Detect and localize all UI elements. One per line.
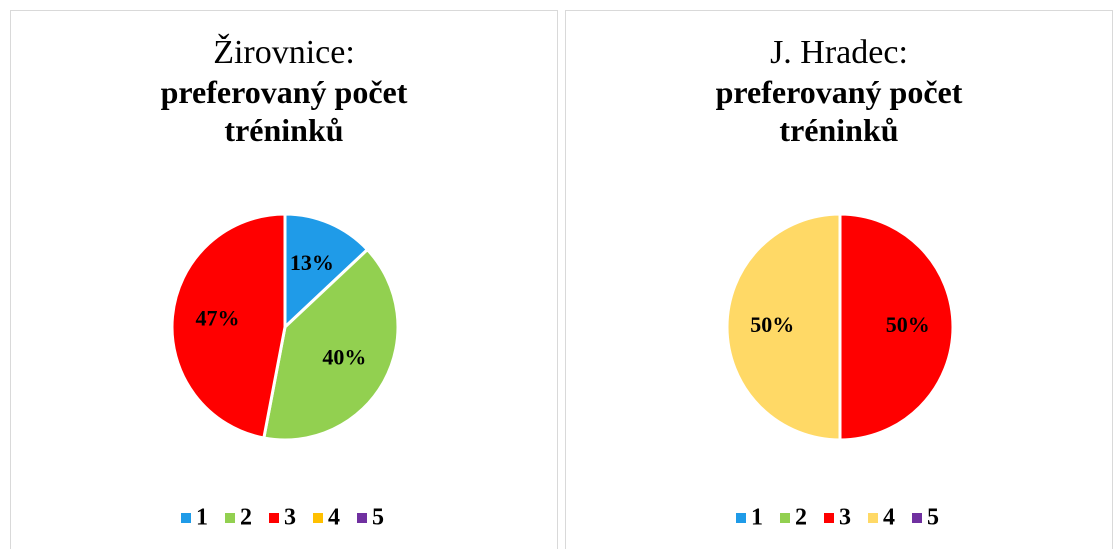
legend-label: 4 xyxy=(883,505,895,531)
legend-swatch xyxy=(313,513,323,523)
chart-title: J. Hradec: xyxy=(770,34,908,71)
data-label: 50% xyxy=(886,312,930,337)
legend-swatch xyxy=(736,513,746,523)
data-label: 47% xyxy=(196,306,240,331)
legend-swatch xyxy=(225,513,235,523)
pie-slice xyxy=(170,212,287,440)
chart-heading: J. Hradec: preferovaný počet tréninků xyxy=(566,33,1112,149)
data-label: 40% xyxy=(322,345,366,370)
chart-panel: 13% 40% 47% 1 2 3 4 5 Žirovnice: preferovaný poče… xyxy=(10,10,558,549)
legend-label: 3 xyxy=(284,505,296,531)
data-label: 50% xyxy=(750,312,794,337)
legend-label: 1 xyxy=(751,505,763,531)
legend-swatch xyxy=(780,513,790,523)
data-label: 13% xyxy=(290,250,334,275)
legend-swatch xyxy=(181,513,191,523)
legend-swatch xyxy=(357,513,367,523)
legend-label: 1 xyxy=(196,505,208,531)
legend-swatch xyxy=(824,513,834,523)
chart-subtitle: preferovaný počet tréninků xyxy=(715,74,963,148)
pie-slice xyxy=(725,212,842,442)
legend-label: 5 xyxy=(927,505,939,531)
chart-panel: 50% 50% 1 2 3 4 5 J. Hradec: preferovaný počet t… xyxy=(565,10,1113,549)
legend-label: 4 xyxy=(328,505,340,531)
pie-slice xyxy=(262,247,400,442)
chart-heading: Žirovnice: preferovaný počet tréninků xyxy=(11,33,557,149)
legend-label: 2 xyxy=(240,505,252,531)
chart: 13% 40% 47% 1 2 3 4 5 xyxy=(170,212,400,531)
legend-label: 5 xyxy=(372,505,384,531)
legend-label: 3 xyxy=(839,505,851,531)
legend-label: 2 xyxy=(795,505,807,531)
pie-slice xyxy=(838,212,955,442)
legend-swatch xyxy=(912,513,922,523)
chart-title: Žirovnice: xyxy=(213,34,355,71)
legend-swatch xyxy=(269,513,279,523)
pie-slice xyxy=(283,212,370,331)
legend-swatch xyxy=(868,513,878,523)
chart-subtitle: preferovaný počet tréninků xyxy=(160,74,408,148)
chart: 50% 50% 1 2 3 4 5 xyxy=(725,212,955,531)
